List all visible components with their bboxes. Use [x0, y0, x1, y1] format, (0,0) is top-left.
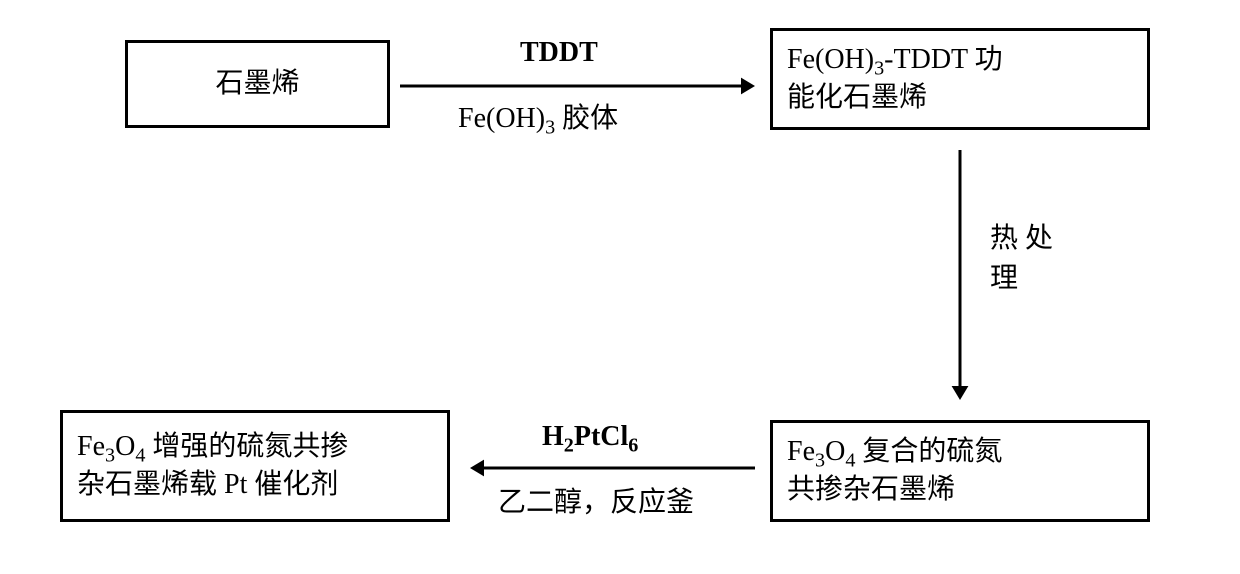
node-fe3o4-composite-line2: 共掺杂石墨烯	[787, 474, 955, 505]
arrow3-label-bottom: 乙二醇，反应釜	[498, 484, 694, 522]
node-feoh3-tddt-line1: Fe(OH)3-TDDT 功	[787, 44, 1003, 75]
node-graphene: 石墨烯	[125, 40, 390, 128]
flowchart-canvas: 石墨烯 Fe(OH)3-TDDT 功 能化石墨烯 Fe3O4 复合的硫氮 共掺杂…	[0, 0, 1240, 574]
arrow2-label-line2: 理	[990, 260, 1018, 298]
node-pt-catalyst-line2: 杂石墨烯载 Pt 催化剂	[77, 469, 338, 500]
node-pt-catalyst-line1: Fe3O4 增强的硫氮共掺	[77, 431, 348, 462]
node-graphene-text: 石墨烯	[215, 65, 299, 103]
node-pt-catalyst-text: Fe3O4 增强的硫氮共掺 杂石墨烯载 Pt 催化剂	[77, 428, 348, 504]
arrow-step2	[940, 130, 980, 420]
node-feoh3-tddt-text: Fe(OH)3-TDDT 功 能化石墨烯	[787, 41, 1003, 117]
arrow3-label-top: H2PtCl6	[542, 418, 638, 456]
node-feoh3-tddt: Fe(OH)3-TDDT 功 能化石墨烯	[770, 28, 1150, 130]
node-feoh3-tddt-line2: 能化石墨烯	[787, 82, 927, 113]
node-fe3o4-composite: Fe3O4 复合的硫氮 共掺杂石墨烯	[770, 420, 1150, 522]
node-pt-catalyst: Fe3O4 增强的硫氮共掺 杂石墨烯载 Pt 催化剂	[60, 410, 450, 522]
arrow1-label-bottom: Fe(OH)3 胶体	[458, 100, 618, 138]
arrow2-label-line1: 热 处	[990, 220, 1053, 258]
node-fe3o4-composite-line1: Fe3O4 复合的硫氮	[787, 436, 1002, 467]
arrow1-label-top: TDDT	[520, 34, 598, 72]
node-fe3o4-composite-text: Fe3O4 复合的硫氮 共掺杂石墨烯	[787, 433, 1002, 509]
